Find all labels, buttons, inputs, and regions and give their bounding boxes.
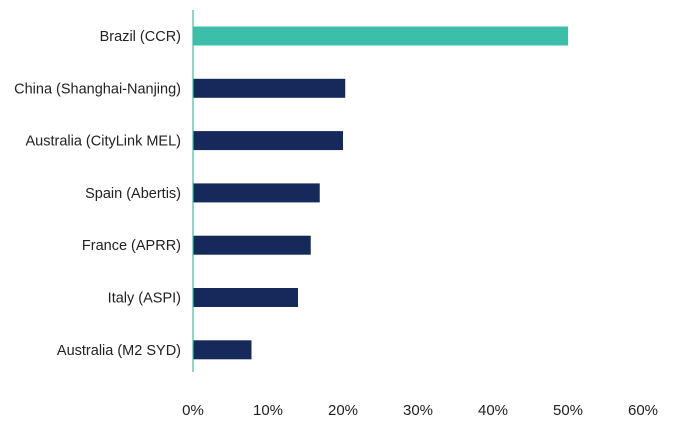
bar-6 [193, 340, 252, 360]
x-tick-label: 10% [253, 402, 283, 419]
bars-layer [193, 26, 568, 360]
category-label: Brazil (CCR) [100, 29, 181, 45]
x-tick-label: 0% [182, 402, 204, 419]
category-label: Australia (CityLink MEL) [25, 134, 181, 150]
bar-0 [193, 26, 568, 46]
bar-5 [193, 288, 298, 307]
category-label: China (Shanghai-Nanjing) [14, 81, 181, 97]
x-tick-label: 50% [553, 402, 583, 419]
bar-3 [193, 183, 320, 203]
category-label: Australia (M2 SYD) [57, 343, 181, 359]
bar-4 [193, 235, 311, 255]
bar-2 [193, 131, 343, 151]
category-label: Italy (ASPI) [108, 291, 181, 307]
category-label: France (APRR) [82, 238, 181, 254]
category-labels: Brazil (CCR) China (Shanghai-Nanjing) Aust… [14, 29, 181, 359]
x-tick-label: 20% [328, 402, 358, 419]
x-tick-label: 60% [628, 402, 658, 419]
x-tick-label: 40% [478, 402, 508, 419]
x-tick-labels: 0% 10% 20% 30% 40% 50% 60% [182, 402, 658, 419]
x-tick-label: 30% [403, 402, 433, 419]
category-label: Spain (Abertis) [85, 186, 181, 202]
bar-1 [193, 78, 346, 98]
